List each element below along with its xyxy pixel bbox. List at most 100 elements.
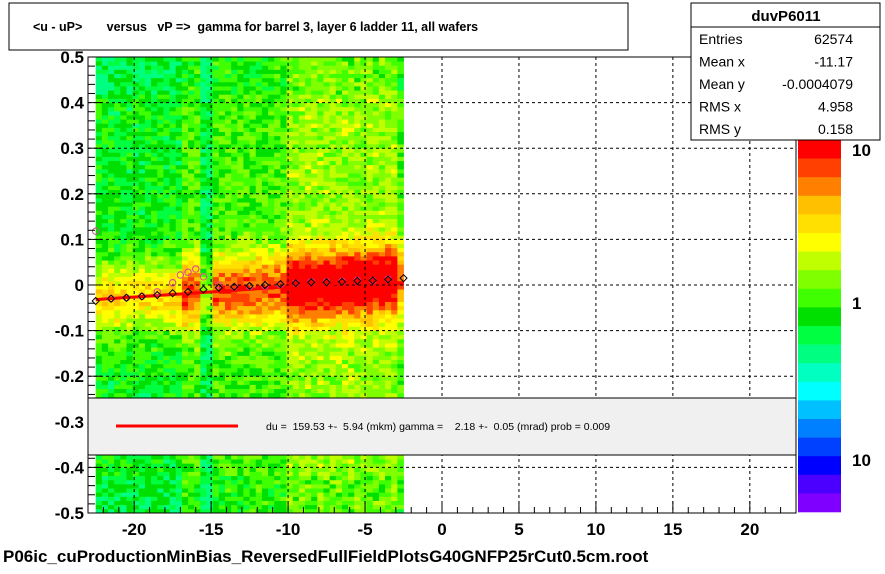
heatmap-cell bbox=[255, 131, 263, 137]
heatmap-cell bbox=[138, 334, 146, 340]
heatmap-cell bbox=[175, 235, 183, 240]
heatmap-cell bbox=[323, 210, 331, 215]
heatmap-cell bbox=[255, 181, 263, 186]
heatmap-cell bbox=[120, 459, 127, 464]
heatmap-cell bbox=[181, 347, 189, 352]
heatmap-cell bbox=[323, 189, 331, 195]
heatmap-cell bbox=[144, 330, 152, 336]
heatmap-cell bbox=[200, 173, 207, 178]
heatmap-cell bbox=[224, 181, 232, 186]
heatmap-cell bbox=[194, 139, 201, 145]
heatmap-cell bbox=[305, 77, 312, 83]
heatmap-cell bbox=[120, 301, 127, 307]
heatmap-cell bbox=[194, 305, 201, 311]
heatmap-cell bbox=[138, 226, 146, 232]
heatmap-cell bbox=[360, 106, 367, 112]
heatmap-cell bbox=[181, 488, 189, 493]
heatmap-cell bbox=[95, 459, 103, 464]
heatmap-cell bbox=[169, 496, 177, 501]
heatmap-cell bbox=[175, 276, 183, 282]
heatmap-cell bbox=[311, 272, 318, 278]
heatmap-cell bbox=[298, 77, 306, 83]
heatmap-cell bbox=[298, 309, 306, 315]
heatmap-cell bbox=[305, 508, 312, 514]
heatmap-cell bbox=[237, 500, 244, 506]
heatmap-cell bbox=[317, 260, 324, 265]
heatmap-cell bbox=[157, 210, 164, 215]
heatmap-cell bbox=[354, 392, 361, 398]
heatmap-cell bbox=[366, 301, 374, 307]
heatmap-cell bbox=[224, 57, 232, 62]
heatmap-cell bbox=[108, 330, 115, 336]
heatmap-cell bbox=[175, 193, 183, 199]
heatmap-cell bbox=[280, 272, 287, 278]
heatmap-cell bbox=[95, 351, 103, 356]
heatmap-cell bbox=[261, 255, 269, 261]
heatmap-cell bbox=[132, 367, 140, 373]
heatmap-cell bbox=[108, 231, 115, 236]
heatmap-cell bbox=[274, 197, 281, 203]
heatmap-cell bbox=[157, 483, 164, 489]
heatmap-cell bbox=[120, 94, 127, 99]
heatmap-cell bbox=[292, 372, 300, 377]
heatmap-cell bbox=[317, 372, 324, 377]
heatmap-cell bbox=[366, 285, 374, 290]
heatmap-cell bbox=[311, 247, 318, 253]
heatmap-cell bbox=[298, 504, 306, 510]
heatmap-cell bbox=[366, 326, 374, 331]
heatmap-cell bbox=[249, 289, 257, 294]
heatmap-cell bbox=[255, 459, 263, 464]
heatmap-cell bbox=[132, 110, 140, 116]
heatmap-cell bbox=[335, 135, 343, 141]
heatmap-cell bbox=[101, 57, 109, 62]
heatmap-cell bbox=[286, 301, 294, 307]
heatmap-cell bbox=[323, 359, 331, 365]
heatmap-cell bbox=[292, 144, 300, 149]
heatmap-cell bbox=[237, 297, 244, 302]
heatmap-cell bbox=[286, 363, 294, 369]
heatmap-cell bbox=[274, 202, 281, 207]
heatmap-cell bbox=[335, 285, 343, 290]
heatmap-cell bbox=[329, 98, 337, 103]
heatmap-cell bbox=[194, 156, 201, 162]
heatmap-cell bbox=[249, 392, 257, 398]
heatmap-cell bbox=[354, 467, 361, 472]
heatmap-cell bbox=[311, 334, 318, 340]
heatmap-cell bbox=[114, 338, 121, 344]
heatmap-cell bbox=[280, 61, 287, 66]
heatmap-cell bbox=[360, 384, 367, 390]
heatmap-cell bbox=[151, 285, 158, 290]
heatmap-cell bbox=[108, 239, 115, 244]
heatmap-cell bbox=[268, 247, 275, 253]
heatmap-cell bbox=[114, 483, 121, 489]
heatmap-cell bbox=[144, 260, 152, 265]
heatmap-cell bbox=[268, 189, 275, 195]
heatmap-cell bbox=[298, 314, 306, 319]
heatmap-cell bbox=[126, 86, 134, 91]
heatmap-cell bbox=[132, 222, 140, 228]
heatmap-cell bbox=[311, 326, 318, 331]
heatmap-cell bbox=[323, 69, 331, 74]
heatmap-cell bbox=[317, 156, 324, 162]
heatmap-cell bbox=[114, 359, 121, 365]
heatmap-cell bbox=[114, 326, 121, 331]
heatmap-cell bbox=[188, 297, 195, 302]
heatmap-cell bbox=[120, 226, 127, 232]
heatmap-cell bbox=[255, 197, 263, 203]
heatmap-cell bbox=[169, 334, 177, 340]
heatmap-cell bbox=[305, 210, 312, 215]
heatmap-cell bbox=[360, 459, 367, 464]
heatmap-cell bbox=[335, 177, 343, 182]
heatmap-cell bbox=[268, 127, 275, 133]
heatmap-cell bbox=[298, 479, 306, 485]
heatmap-cell bbox=[335, 496, 343, 501]
heatmap-cell bbox=[249, 168, 257, 174]
heatmap-cell bbox=[268, 330, 275, 336]
heatmap-cell bbox=[348, 81, 355, 87]
heatmap-cell bbox=[280, 94, 287, 99]
heatmap-cell bbox=[354, 359, 361, 365]
heatmap-cell bbox=[95, 127, 103, 133]
heatmap-cell bbox=[261, 193, 269, 199]
heatmap-cell bbox=[323, 73, 331, 79]
heatmap-cell bbox=[212, 90, 220, 95]
